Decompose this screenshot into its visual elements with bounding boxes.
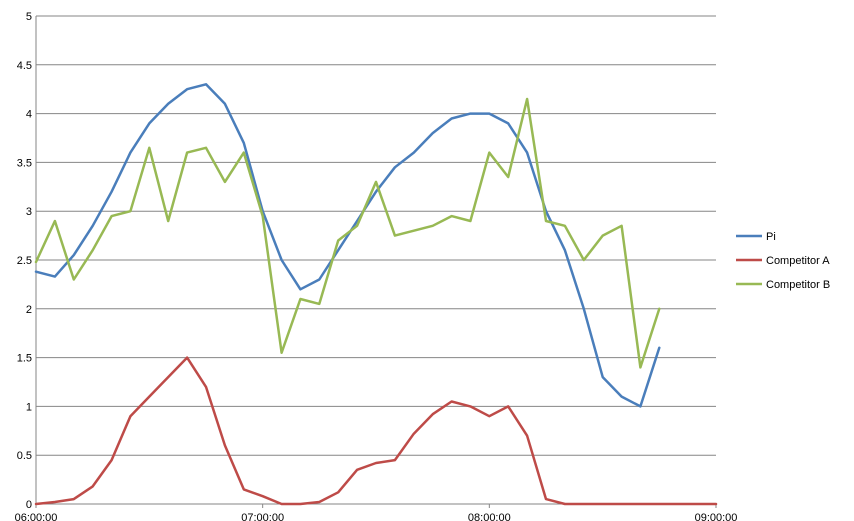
series-lines <box>34 83 718 506</box>
legend-label: Competitor A <box>766 255 830 267</box>
y-tick-label: 2.5 <box>17 255 32 267</box>
x-tick-label: 09:00:00 <box>695 512 738 521</box>
legend: Pi Competitor A Competitor B <box>736 231 830 291</box>
y-tick-label: 1.5 <box>17 353 32 365</box>
series-line <box>34 83 661 408</box>
y-tick-label: 3 <box>26 206 32 218</box>
y-tick-label: 4 <box>26 109 32 121</box>
legend-label: Competitor B <box>766 279 830 291</box>
y-tick-label: 4.5 <box>17 60 32 72</box>
x-tick-labels: 06:00:00 07:00:00 08:00:00 09:00:00 <box>15 512 738 521</box>
y-tick-label: 1 <box>26 401 32 413</box>
x-tick-label: 08:00:00 <box>468 512 511 521</box>
y-tick-label: 2 <box>26 304 32 316</box>
legend-label: Pi <box>766 231 776 243</box>
gridlines <box>36 15 716 456</box>
y-tick-labels: 0 0.5 1 1.5 2 2.5 3 3.5 4 4.5 5 <box>17 11 32 511</box>
series-line <box>34 97 661 369</box>
x-tick-label: 07:00:00 <box>241 512 284 521</box>
y-tick-label: 0 <box>26 499 32 511</box>
x-tick-label: 06:00:00 <box>15 512 58 521</box>
y-tick-label: 5 <box>26 11 32 23</box>
axes <box>35 16 717 508</box>
y-tick-label: 0.5 <box>17 450 32 462</box>
y-tick-label: 3.5 <box>17 157 32 169</box>
series-line <box>34 356 718 506</box>
